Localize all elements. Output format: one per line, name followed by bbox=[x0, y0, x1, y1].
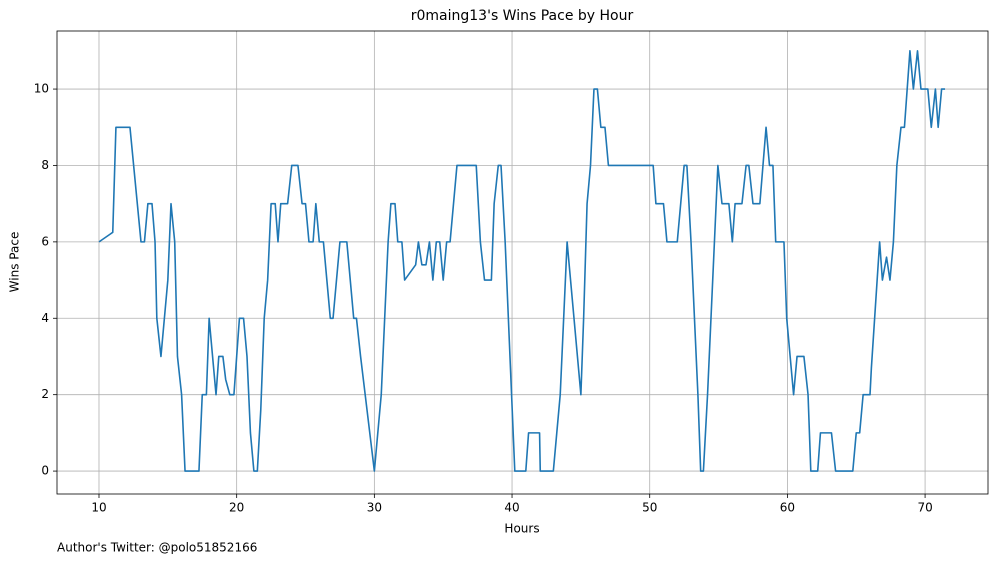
x-tick-label: 60 bbox=[780, 501, 795, 515]
annotation: Author's Twitter: @polo51852166 bbox=[57, 541, 257, 555]
y-tick-label: 0 bbox=[41, 464, 49, 478]
x-tick-label: 40 bbox=[504, 501, 519, 515]
y-tick-label: 8 bbox=[41, 158, 49, 172]
y-tick-label: 4 bbox=[41, 311, 49, 325]
x-tick-label: 10 bbox=[91, 501, 106, 515]
x-axis-label: Hours bbox=[504, 522, 539, 536]
data-line bbox=[98, 50, 946, 472]
y-tick-label: 6 bbox=[41, 234, 49, 248]
x-tick-label: 70 bbox=[917, 501, 932, 515]
plot-frame bbox=[56, 30, 989, 495]
chart-title: r0maing13's Wins Pace by Hour bbox=[411, 8, 634, 24]
x-tick-label: 20 bbox=[229, 501, 244, 515]
y-tick-label: 2 bbox=[41, 387, 49, 401]
x-tick-label: 30 bbox=[367, 501, 382, 515]
x-tick-label: 50 bbox=[642, 501, 657, 515]
y-tick-label: 10 bbox=[34, 82, 49, 96]
y-axis-label: Wins Pace bbox=[8, 232, 22, 293]
